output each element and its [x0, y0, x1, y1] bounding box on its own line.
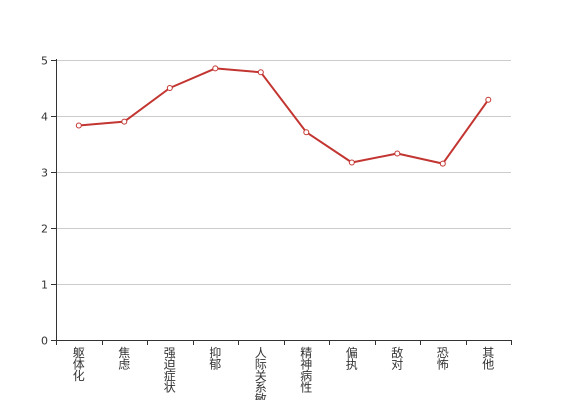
y-tick-label-0: 0 — [41, 335, 48, 348]
y-tick-label-3: 3 — [41, 167, 48, 180]
data-point-4 — [257, 69, 264, 76]
y-tick-label-4: 4 — [41, 111, 48, 124]
x-tick-label-0: 躯体化 — [73, 345, 85, 383]
data-point-8 — [439, 160, 446, 167]
series-line-0 — [78, 67, 490, 165]
data-point-1 — [121, 118, 128, 125]
x-tick-label-5: 精神病性 — [300, 346, 312, 395]
x-tick-label-8: 恐怖 — [437, 346, 449, 372]
y-tick-label-5: 5 — [41, 55, 48, 68]
data-point-0 — [75, 122, 82, 129]
x-tick-label-4: 人际关系敏感 — [255, 346, 267, 400]
x-tick-label-2: 强迫症状 — [164, 346, 176, 395]
grid-layer — [56, 60, 511, 285]
series-layer — [75, 65, 492, 167]
data-point-5 — [303, 129, 310, 136]
data-point-2 — [166, 85, 173, 91]
x-tick-labels: 躯体化 焦虑 强迫症状 抑郁 人际关系敏感 精神病性 偏执 敌对 恐怖 其他 — [73, 345, 495, 404]
x-tick-label-9: 其他 — [482, 346, 494, 372]
data-point-6 — [348, 159, 355, 166]
data-point-9 — [485, 96, 492, 103]
data-point-3 — [212, 65, 219, 72]
x-tick-label-6: 偏执 — [346, 345, 358, 372]
axis-layer — [51, 59, 512, 345]
x-tick-label-7: 敌对 — [391, 345, 403, 372]
y-tick-label-2: 2 — [41, 223, 48, 236]
x-tick-label-3: 抑郁 — [209, 345, 221, 372]
y-tick-labels: 0 1 2 3 4 5 — [41, 55, 48, 348]
y-tick-label-1: 1 — [41, 279, 48, 292]
data-point-7 — [394, 150, 401, 157]
x-tick-label-1: 焦虑 — [118, 346, 130, 372]
